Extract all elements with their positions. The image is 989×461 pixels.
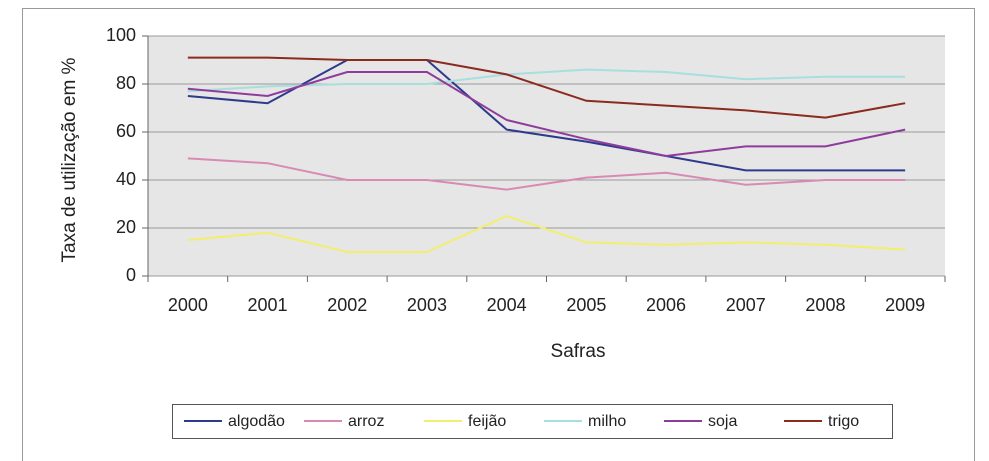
x-tick-label: 2007 <box>726 295 766 315</box>
y-tick-label: 100 <box>106 25 136 45</box>
y-tick-label: 40 <box>116 169 136 189</box>
series-line <box>187 71 906 158</box>
x-tick-label: 2008 <box>805 295 845 315</box>
legend-label: soja <box>708 413 737 430</box>
x-tick-label: 2000 <box>168 295 208 315</box>
y-axis-title: Taxa de utilização em % <box>59 57 80 262</box>
series-line <box>187 157 906 191</box>
y-tick-label: 80 <box>116 73 136 93</box>
series-line <box>187 56 906 119</box>
y-tick-label: 60 <box>116 121 136 141</box>
y-tick-label: 0 <box>126 265 136 285</box>
x-tick-label: 2005 <box>566 295 606 315</box>
legend-box <box>172 404 893 439</box>
x-tick-label: 2002 <box>327 295 367 315</box>
series-line <box>187 59 906 172</box>
x-tick-label: 2003 <box>407 295 447 315</box>
legend-label: arroz <box>348 413 384 430</box>
legend-label: trigo <box>828 413 859 430</box>
legend-label: feijão <box>468 413 506 430</box>
x-tick-label: 2009 <box>885 295 925 315</box>
series-line <box>187 68 906 93</box>
x-tick-label: 2006 <box>646 295 686 315</box>
legend-label: milho <box>588 413 626 430</box>
x-tick-label: 2001 <box>248 295 288 315</box>
legend-label: algodão <box>228 413 285 430</box>
y-tick-label: 20 <box>116 217 136 237</box>
series-line <box>187 214 906 253</box>
x-tick-label: 2004 <box>487 295 527 315</box>
x-axis-title: Safras <box>551 341 606 362</box>
